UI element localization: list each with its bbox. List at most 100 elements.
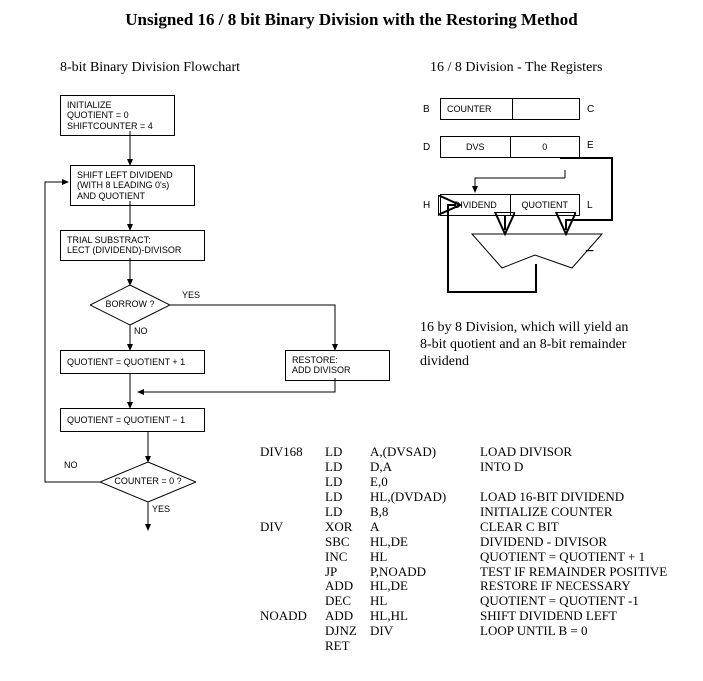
asm-row: SBCHL,DEDIVIDEND - DIVISOR: [260, 535, 667, 550]
label-yes: YES: [182, 290, 200, 300]
asm-cell: SBC: [325, 535, 370, 550]
reg-box-DE: DVS 0: [440, 136, 580, 158]
asm-cell: XOR: [325, 520, 370, 535]
asm-cell: JP: [325, 565, 370, 580]
label-no2: NO: [64, 460, 78, 470]
asm-row: LDB,8INITIALIZE COUNTER: [260, 505, 667, 520]
registers-caption: 16 by 8 Division, which will yield an 8-…: [420, 320, 680, 370]
caption-line: dividend: [420, 354, 469, 369]
assembly-listing: DIV168LDA,(DVSAD)LOAD DIVISORLDD,AINTO D…: [260, 445, 667, 654]
asm-cell: LD: [325, 505, 370, 520]
asm-cell: ADD: [325, 609, 370, 624]
flow-box-shift: SHIFT LEFT DIVIDEND (WITH 8 LEADING 0's)…: [70, 165, 195, 206]
reg-box-HL: DIVIDEND QUOTIENT: [440, 194, 580, 216]
asm-row: NOADDADDHL,HLSHIFT DIVIDEND LEFT: [260, 609, 667, 624]
asm-cell: HL,HL: [370, 609, 480, 624]
asm-cell: HL,DE: [370, 579, 480, 594]
asm-cell: DEC: [325, 594, 370, 609]
asm-row: JPP,NOADDTEST IF REMAINDER POSITIVE: [260, 565, 667, 580]
reg-label-L: L: [587, 200, 593, 211]
reg-cell: DVS: [441, 137, 511, 157]
flow-text: QUOTIENT = QUOTIENT − 1: [67, 415, 198, 425]
asm-cell: QUOTIENT = QUOTIENT + 1: [480, 549, 645, 564]
asm-row: LDHL,(DVDAD)LOAD 16-BIT DIVIDEND: [260, 490, 667, 505]
asm-row: LDE,0: [260, 475, 667, 490]
asm-row: DJNZDIVLOOP UNTIL B = 0: [260, 624, 667, 639]
flow-decision-counter: COUNTER = 0 ?: [100, 462, 196, 502]
asm-cell: LD: [325, 475, 370, 490]
flow-text: SHIFT LEFT DIVIDEND: [77, 170, 188, 180]
asm-cell: DIV: [260, 520, 325, 535]
flow-text: COUNTER = 0 ?: [100, 476, 196, 486]
registers-subtitle: 16 / 8 Division - The Registers: [430, 60, 602, 76]
asm-cell: HL: [370, 550, 480, 565]
asm-cell: B,8: [370, 505, 480, 520]
asm-cell: DIV168: [260, 445, 325, 460]
asm-cell: LOOP UNTIL B = 0: [480, 623, 587, 638]
minus-symbol: −: [585, 243, 594, 260]
asm-cell: CLEAR C BIT: [480, 519, 559, 534]
asm-cell: INC: [325, 550, 370, 565]
caption-line: 8-bit quotient and an 8-bit remainder: [420, 337, 626, 352]
reg-cell: QUOTIENT: [511, 195, 580, 215]
flow-text: SHIFTCOUNTER = 4: [67, 121, 168, 131]
reg-label-D: D: [423, 142, 430, 153]
asm-cell: HL: [370, 594, 480, 609]
reg-label-E: E: [587, 140, 594, 151]
asm-cell: HL,(DVDAD): [370, 490, 480, 505]
asm-cell: LD: [325, 445, 370, 460]
asm-cell: INTO D: [480, 459, 523, 474]
flow-box-quotient-minus: QUOTIENT = QUOTIENT − 1: [60, 408, 205, 432]
flow-text: AND QUOTIENT: [77, 191, 188, 201]
flow-box-trial: TRIAL SUBSTRACT: LECT (DIVIDEND)-DIVISOR: [60, 230, 205, 261]
asm-cell: D,A: [370, 460, 480, 475]
asm-row: DIV168LDA,(DVSAD)LOAD DIVISOR: [260, 445, 667, 460]
asm-cell: LOAD 16-BIT DIVIDEND: [480, 489, 624, 504]
asm-cell: A: [370, 520, 480, 535]
asm-cell: QUOTIENT = QUOTIENT -1: [480, 593, 639, 608]
flow-decision-borrow: BORROW ?: [90, 285, 170, 325]
flow-text: INITIALIZE: [67, 100, 168, 110]
flow-text: LECT (DIVIDEND)-DIVISOR: [67, 245, 198, 255]
asm-cell: RET: [325, 639, 370, 654]
reg-label-B: B: [423, 104, 430, 115]
asm-row: LDD,AINTO D: [260, 460, 667, 475]
asm-row: ADDHL,DERESTORE IF NECESSARY: [260, 579, 667, 594]
flow-text: ADD DIVISOR: [292, 365, 383, 375]
flow-text: QUOTIENT = 0: [67, 110, 168, 120]
asm-cell: E,0: [370, 475, 480, 490]
asm-cell: LOAD DIVISOR: [480, 444, 572, 459]
asm-cell: P,NOADD: [370, 565, 480, 580]
asm-cell: INITIALIZE COUNTER: [480, 504, 613, 519]
asm-cell: DIVIDEND - DIVISOR: [480, 534, 607, 549]
asm-cell: NOADD: [260, 609, 325, 624]
flow-text: QUOTIENT = QUOTIENT + 1: [67, 357, 198, 367]
asm-cell: ADD: [325, 579, 370, 594]
reg-label-C: C: [587, 104, 594, 115]
asm-cell: SHIFT DIVIDEND LEFT: [480, 608, 617, 623]
asm-cell: DJNZ: [325, 624, 370, 639]
asm-row: DIVXORACLEAR C BIT: [260, 520, 667, 535]
reg-label-H: H: [423, 200, 430, 211]
flow-text: TRIAL SUBSTRACT:: [67, 235, 198, 245]
reg-box-BC: COUNTER: [440, 98, 580, 120]
page-title: Unsigned 16 / 8 bit Binary Division with…: [0, 10, 703, 30]
asm-row: INCHLQUOTIENT = QUOTIENT + 1: [260, 550, 667, 565]
reg-cell: DIVIDEND: [441, 195, 511, 215]
asm-cell: LD: [325, 490, 370, 505]
flow-box-initialize: INITIALIZE QUOTIENT = 0 SHIFTCOUNTER = 4: [60, 95, 175, 136]
asm-row: RET: [260, 639, 667, 654]
asm-cell: LD: [325, 460, 370, 475]
label-no: NO: [134, 326, 148, 336]
caption-line: 16 by 8 Division, which will yield an: [420, 320, 628, 335]
flow-text: RESTORE:: [292, 355, 383, 365]
reg-cell: COUNTER: [441, 99, 513, 119]
asm-cell: HL,DE: [370, 535, 480, 550]
label-yes2: YES: [152, 504, 170, 514]
reg-cell: 0: [511, 137, 580, 157]
asm-cell: DIV: [370, 624, 480, 639]
flow-box-quotient-plus: QUOTIENT = QUOTIENT + 1: [60, 350, 205, 374]
flow-text: BORROW ?: [90, 299, 170, 309]
asm-cell: TEST IF REMAINDER POSITIVE: [480, 564, 667, 579]
flow-box-restore: RESTORE: ADD DIVISOR: [285, 350, 390, 381]
